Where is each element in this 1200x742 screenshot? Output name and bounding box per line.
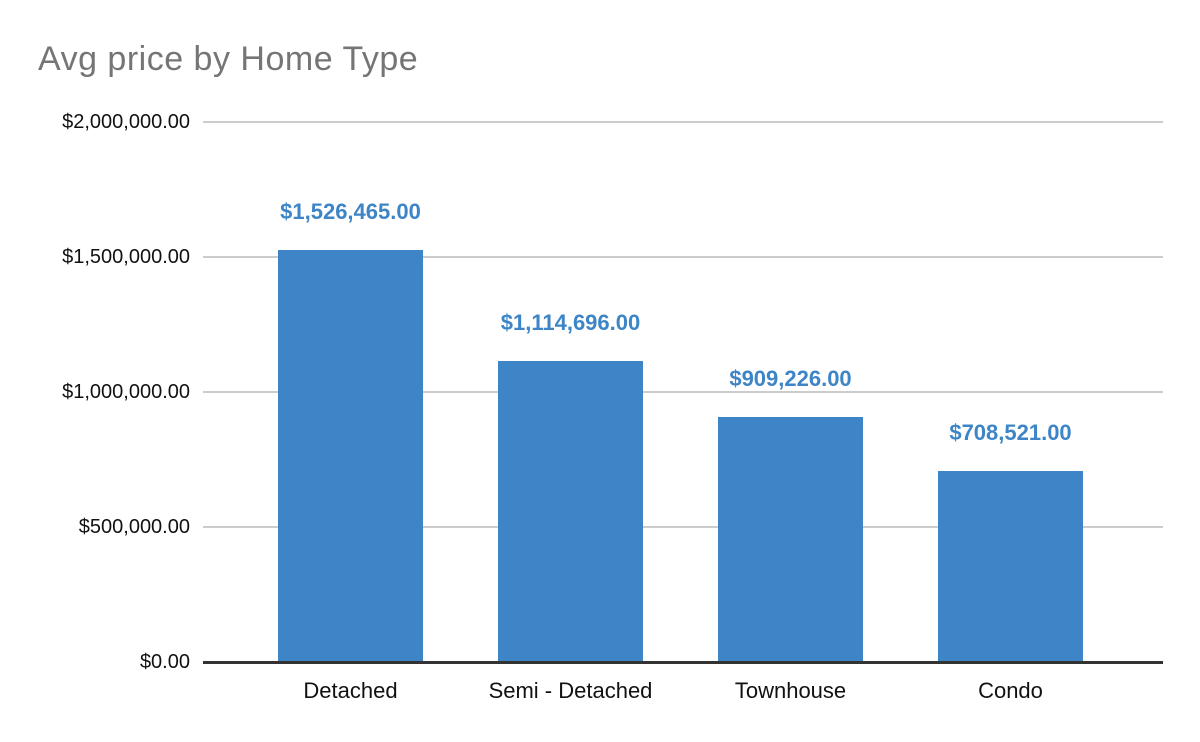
x-axis-label-detached: Detached — [303, 678, 398, 703]
data-label-detached: $1,526,465.00 — [280, 198, 421, 224]
data-label-townhouse: $909,226.00 — [729, 365, 852, 391]
bar-condo[interactable] — [938, 470, 1083, 661]
y-tick-label: $500,000.00 — [78, 516, 190, 538]
x-axis-label-townhouse: Townhouse — [734, 678, 847, 703]
x-axis-label-semi-detached: Semi - Detached — [488, 678, 653, 703]
data-label-condo: $708,521.00 — [949, 419, 1072, 445]
gridline — [203, 526, 1163, 528]
data-label-semi-detached: $1,114,696.00 — [500, 310, 641, 336]
gridline — [203, 256, 1163, 258]
chart-title: Avg price by Home Type — [38, 40, 419, 78]
y-tick-label: $2,000,000.00 — [62, 111, 190, 133]
x-axis-line — [203, 661, 1163, 664]
x-axis-label-condo: Condo — [978, 678, 1043, 703]
gridline — [203, 391, 1163, 393]
y-tick-label: $0.00 — [139, 651, 190, 673]
bar-semi-detached[interactable] — [498, 361, 643, 661]
gridline — [203, 121, 1163, 123]
y-tick-label: $1,500,000.00 — [62, 246, 190, 268]
bar-detached[interactable] — [278, 249, 423, 661]
bar-townhouse[interactable] — [718, 416, 863, 661]
y-tick-label: $1,000,000.00 — [62, 381, 190, 403]
